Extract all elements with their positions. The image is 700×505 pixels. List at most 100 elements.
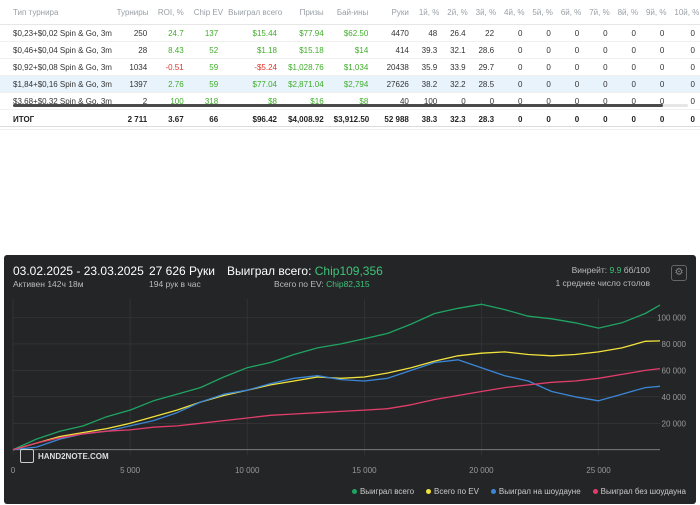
series-line (12, 303, 661, 451)
table-cell: $4,008.92 (282, 109, 329, 130)
column-header[interactable]: 3й, % (470, 0, 500, 25)
column-header[interactable]: 8й, % (612, 0, 641, 25)
table-cell: 59 (188, 58, 224, 76)
date-range: 03.02.2025 - 23.03.2025 (13, 264, 144, 278)
table-cell: 0 (584, 24, 613, 42)
winrate-label: Винрейт: (571, 265, 610, 275)
table-row[interactable]: $0,23+$0,02 Spin & Go, 3max 250 24.7 137 $15… (0, 24, 700, 42)
table-cell: 4470 (373, 24, 414, 42)
column-header[interactable]: Выиграл всего (223, 0, 282, 25)
column-header[interactable]: 6й, % (555, 0, 585, 25)
legend-item[interactable]: Всего по EV (426, 487, 479, 496)
table-cell: $0,92+$0,08 Spin & Go, 3max (0, 58, 112, 76)
legend-label: Выиграл на шоудауне (498, 487, 581, 496)
column-header[interactable]: 10й, % (669, 0, 700, 25)
profit-chart-panel: 03.02.2025 - 23.03.2025 Активен 142ч 18м… (4, 255, 696, 504)
column-header[interactable]: 1й, % (413, 0, 443, 25)
legend-item[interactable]: Выиграл на шоудауне (490, 487, 581, 496)
legend-item[interactable]: Выиграл всего (351, 487, 414, 496)
column-header[interactable]: 7й, % (584, 0, 613, 25)
table-cell: 52 988 (373, 109, 414, 130)
legend-dot-icon (592, 489, 598, 495)
table-cell: 20438 (373, 58, 414, 76)
winrate-suffix: бб/100 (621, 265, 650, 275)
y-tick-label: 40 000 (662, 393, 687, 402)
table-cell: $0,23+$0,02 Spin & Go, 3max (0, 24, 112, 42)
table-cell: 32.2 (442, 75, 471, 93)
table-cell: $1,034 (328, 58, 374, 76)
series-line (12, 340, 661, 451)
divider (0, 126, 700, 127)
table-cell: 0 (555, 24, 585, 42)
table-cell: 0 (640, 109, 670, 130)
table-cell: 0 (499, 75, 528, 93)
table-cell: 8.43 (152, 41, 189, 59)
table-cell: 28.6 (470, 41, 500, 59)
hands-count: 27 626 Руки (149, 264, 215, 278)
table-cell: 0 (499, 109, 528, 130)
table-cell: 26.4 (442, 24, 471, 42)
table-row[interactable]: $0,92+$0,08 Spin & Go, 3max 1034 -0.51 59 -$… (0, 58, 700, 76)
table-row[interactable]: $1,84+$0,16 Spin & Go, 3max 1397 2.76 59 $77… (0, 75, 700, 93)
profit-graph: 0 5 000 10 000 15 000 20 000 25 000 20 000 40 0… (11, 299, 687, 475)
table-cell: 39.3 (413, 41, 443, 59)
y-tick-label: 80 000 (662, 340, 687, 349)
table-cell: 52 (188, 41, 224, 59)
logo-text: HAND2NOTE.COM (38, 451, 109, 461)
column-header[interactable]: 4й, % (499, 0, 528, 25)
column-header[interactable]: Тип турнира (0, 0, 112, 25)
table-cell: 0 (555, 58, 585, 76)
column-header[interactable]: ROI, % (152, 0, 189, 25)
table-cell: 0 (527, 58, 556, 76)
y-tick-label: 100 000 (657, 314, 686, 323)
table-cell: 33.9 (442, 58, 471, 76)
column-header[interactable]: Руки (373, 0, 414, 25)
column-header[interactable]: 2й, % (442, 0, 471, 25)
table-cell: 0 (584, 109, 613, 130)
table-cell: $62.50 (328, 24, 374, 42)
table-cell: 22 (470, 24, 500, 42)
x-tick-label: 15 000 (352, 466, 377, 475)
series-line (12, 367, 661, 451)
table-row[interactable]: $0,46+$0,04 Spin & Go, 3max 28 8.43 52 $1.18… (0, 41, 700, 59)
table-cell: 0 (584, 58, 613, 76)
table-cell: $14 (328, 41, 374, 59)
table-cell: 0 (555, 75, 585, 93)
table-cell: 32.1 (442, 41, 471, 59)
table-cell: 0 (499, 41, 528, 59)
chart-legend: Выиграл всего Всего по EV Выиграл на шоуда… (351, 487, 686, 496)
table-cell: 0 (499, 24, 528, 42)
x-tick-label: 0 (11, 466, 16, 475)
table-cell: 35.9 (413, 58, 443, 76)
table-cell: 0 (584, 41, 613, 59)
table-cell: 38.2 (413, 75, 443, 93)
table-cell: 0 (640, 58, 670, 76)
table-cell: ИТОГ (0, 109, 112, 130)
table-cell: 0 (669, 109, 700, 130)
logo-mark-icon (20, 449, 34, 463)
table-cell: 0 (612, 109, 641, 130)
gear-icon[interactable]: ⚙ (671, 265, 687, 281)
column-header[interactable]: 5й, % (527, 0, 556, 25)
table-cell: 0 (669, 41, 700, 59)
table-cell: 3.67 (152, 109, 189, 130)
column-header[interactable]: Chip EV (188, 0, 224, 25)
table-cell: 0 (612, 75, 641, 93)
active-time: Активен 142ч 18м (13, 279, 84, 289)
table-cell: 0 (612, 58, 641, 76)
y-tick-label: 20 000 (662, 419, 687, 428)
table-header-row: Тип турнира Турниры ROI, % Chip EV Выиграл в… (0, 0, 700, 25)
table-cell: 0 (669, 75, 700, 93)
column-header[interactable]: Призы (282, 0, 329, 25)
total-row[interactable]: ИТОГ 2 711 3.67 66 $96.42 $4,008.92 $3,912.50 5… (0, 109, 700, 130)
legend-item[interactable]: Выиграл без шоудауна (592, 487, 686, 496)
x-tick-label: 25 000 (586, 466, 611, 475)
series-line (12, 359, 661, 451)
table-cell: 0 (612, 41, 641, 59)
horizontal-scrollbar-thumb[interactable] (13, 104, 663, 107)
table-cell: 28.5 (470, 75, 500, 93)
column-header[interactable]: Турниры (111, 0, 153, 25)
table-cell: 29.7 (470, 58, 500, 76)
column-header[interactable]: Бай-ины (328, 0, 374, 25)
column-header[interactable]: 9й, % (640, 0, 670, 25)
